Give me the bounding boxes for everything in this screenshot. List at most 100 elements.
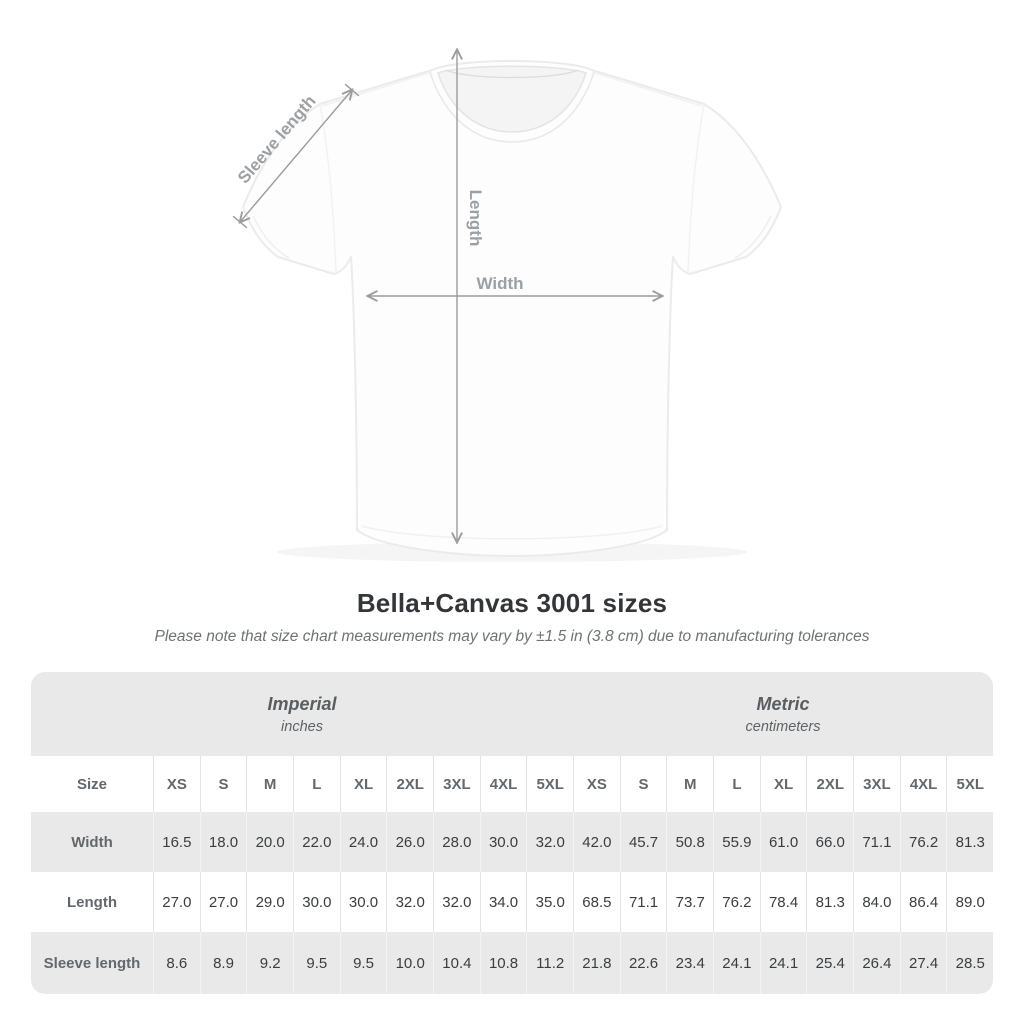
row-label: Width xyxy=(71,833,113,851)
value-cell: 27.0 xyxy=(199,872,247,932)
value-cell: 32.0 xyxy=(526,812,573,872)
size-cell: 5XL xyxy=(946,756,993,812)
collar-seam xyxy=(429,71,595,143)
value-cell: 18.0 xyxy=(199,812,247,872)
value-cell: 34.0 xyxy=(479,872,527,932)
value-cell: 10.0 xyxy=(386,932,433,994)
unit-band: Imperial inches Metric centimeters xyxy=(31,672,993,756)
tshirt-measurement-diagram: Sleeve length Length Width xyxy=(232,0,782,557)
size-column-header: Size xyxy=(76,775,107,793)
metric-sublabel: centimeters xyxy=(745,718,821,735)
value-cell: 24.0 xyxy=(339,812,387,872)
size-grid: Size XS S M L XL 2XL 3XL 4XL 5XL XS S M L XL 2XL 3XL 4XL 5… xyxy=(31,756,993,994)
value-cell: 84.0 xyxy=(853,872,900,932)
value-cell: 24.1 xyxy=(713,932,760,994)
length-label: Length xyxy=(466,190,485,247)
cuff-seam-right xyxy=(734,215,772,259)
value-cell: 11.2 xyxy=(526,932,573,994)
value-cell: 20.0 xyxy=(246,812,293,872)
size-cell: XL xyxy=(339,756,387,812)
value-cell: 16.5 xyxy=(153,812,200,872)
value-cell: 29.0 xyxy=(246,872,293,932)
value-cell: 86.4 xyxy=(899,872,947,932)
value-cell: 89.0 xyxy=(946,872,993,932)
value-cell: 81.3 xyxy=(946,812,993,872)
value-cell: 22.0 xyxy=(293,812,340,872)
table-row: Width 16.5 18.0 20.0 22.0 24.0 26.0 28.0 30.0 32.… xyxy=(31,812,993,872)
hem-seam xyxy=(361,525,663,540)
value-cell: 71.1 xyxy=(619,872,667,932)
value-cell: 27.4 xyxy=(899,932,947,994)
value-cell: 81.3 xyxy=(806,872,853,932)
value-cell: 9.2 xyxy=(246,932,293,994)
value-cell: 68.5 xyxy=(573,872,620,932)
value-cell: 66.0 xyxy=(806,812,853,872)
value-cell: 76.2 xyxy=(899,812,947,872)
value-cell: 25.4 xyxy=(806,932,853,994)
value-cell: 28.0 xyxy=(433,812,480,872)
metric-label: Metric xyxy=(756,693,810,714)
value-cell: 21.8 xyxy=(573,932,620,994)
value-cell: 76.2 xyxy=(713,872,760,932)
table-row: Length 27.0 27.0 29.0 30.0 30.0 32.0 32.0 34.0 35… xyxy=(31,872,993,932)
size-cell: 5XL xyxy=(526,756,573,812)
size-cell: XL xyxy=(759,756,807,812)
sleeve-seam-right xyxy=(687,103,705,273)
value-cell: 32.0 xyxy=(433,872,480,932)
size-cell: 4XL xyxy=(479,756,527,812)
value-cell: 78.4 xyxy=(759,872,807,932)
value-cell: 45.7 xyxy=(619,812,667,872)
size-cell: 4XL xyxy=(899,756,947,812)
value-cell: 55.9 xyxy=(713,812,760,872)
value-cell: 10.4 xyxy=(433,932,480,994)
size-cell: S xyxy=(199,756,247,812)
row-label: Sleeve length xyxy=(43,954,141,972)
size-cell: L xyxy=(713,756,760,812)
value-cell: 26.4 xyxy=(853,932,900,994)
collar-opening xyxy=(437,65,587,133)
row-label: Length xyxy=(67,893,117,911)
value-cell: 32.0 xyxy=(386,872,433,932)
value-cell: 28.5 xyxy=(946,932,993,994)
imperial-label: Imperial xyxy=(267,693,337,714)
value-cell: 50.8 xyxy=(666,812,713,872)
size-cell: M xyxy=(666,756,713,812)
value-cell: 71.1 xyxy=(853,812,900,872)
sleeve-length-arrow xyxy=(232,83,360,229)
page-title: Bella+Canvas 3001 sizes xyxy=(356,588,668,618)
value-cell: 27.0 xyxy=(153,872,200,932)
value-cell: 42.0 xyxy=(573,812,620,872)
width-label: Width xyxy=(476,274,523,293)
value-cell: 22.6 xyxy=(619,932,667,994)
table-row: Sleeve length 8.6 8.9 9.2 9.5 9.5 10.0 10.4 10.8… xyxy=(31,932,993,994)
value-cell: 61.0 xyxy=(759,812,807,872)
unit-header-imperial: Imperial inches xyxy=(31,672,573,756)
value-cell: 9.5 xyxy=(339,932,387,994)
value-cell: 30.0 xyxy=(339,872,387,932)
value-cell: 73.7 xyxy=(666,872,713,932)
value-cell: 26.0 xyxy=(386,812,433,872)
value-cell: 8.6 xyxy=(153,932,200,994)
tshirt-diagram-svg: Sleeve length Length Width xyxy=(232,0,782,557)
tshirt-body xyxy=(242,60,782,557)
size-cell: 2XL xyxy=(386,756,433,812)
value-cell: 23.4 xyxy=(666,932,713,994)
value-cell: 9.5 xyxy=(293,932,340,994)
size-cell: 3XL xyxy=(433,756,480,812)
size-cell: L xyxy=(293,756,340,812)
size-header-row: Size XS S M L XL 2XL 3XL 4XL 5XL XS S M L XL 2XL 3XL 4XL 5… xyxy=(31,756,993,812)
title-block: Bella+Canvas 3001 sizes Please note that… xyxy=(0,588,1024,646)
size-cell: XS xyxy=(153,756,200,812)
value-cell: 8.9 xyxy=(199,932,247,994)
size-chart-table: Imperial inches Metric centimeters Size X… xyxy=(31,672,993,994)
imperial-sublabel: inches xyxy=(281,718,323,735)
value-cell: 24.1 xyxy=(759,932,807,994)
unit-header-metric: Metric centimeters xyxy=(573,672,993,756)
size-cell: M xyxy=(246,756,293,812)
shoulder-seam-right xyxy=(591,71,703,107)
value-cell: 10.8 xyxy=(479,932,527,994)
value-cell: 30.0 xyxy=(293,872,340,932)
size-cell: 3XL xyxy=(853,756,900,812)
value-cell: 35.0 xyxy=(526,872,573,932)
size-cell: 2XL xyxy=(806,756,853,812)
